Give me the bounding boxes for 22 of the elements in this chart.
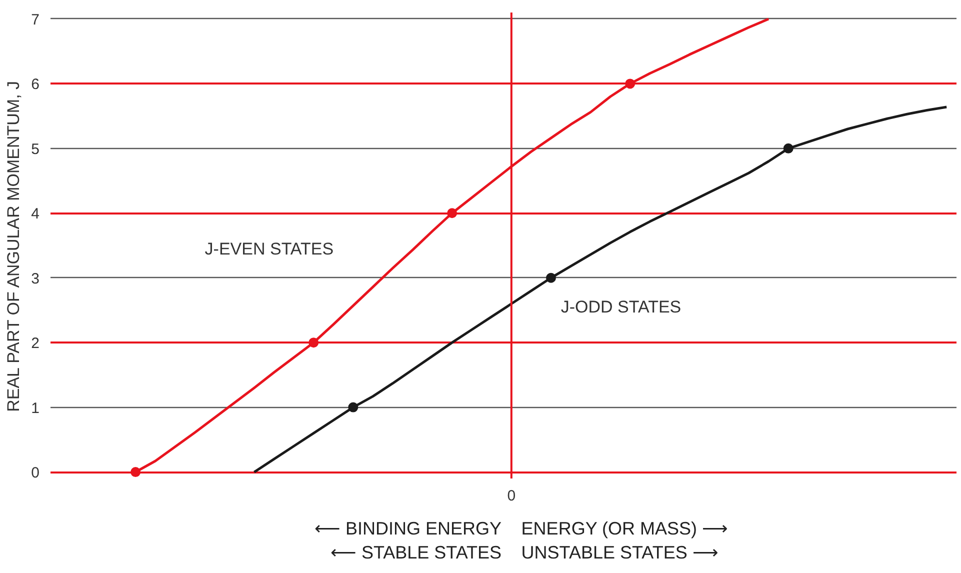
y-tick-label: 0 bbox=[31, 464, 40, 482]
text: UNSTABLE STATES ⟶ bbox=[521, 542, 718, 562]
point bbox=[308, 338, 319, 348]
y-tick-label: 4 bbox=[31, 206, 40, 223]
point bbox=[546, 272, 556, 283]
y-tick-label: 7 bbox=[31, 11, 40, 28]
y-tick-label: 1 bbox=[31, 400, 40, 417]
point bbox=[783, 143, 794, 154]
text: J-EVEN STATES bbox=[204, 239, 334, 258]
y-tick-label: 5 bbox=[31, 140, 40, 158]
y-axis-title: REAL PART OF ANGULAR MOMENTUM, J bbox=[4, 80, 24, 412]
point bbox=[447, 208, 458, 218]
text: ⟵ BINDING ENERGY bbox=[314, 518, 502, 538]
text: ⟵ STABLE STATES bbox=[330, 542, 502, 562]
point bbox=[625, 78, 636, 89]
point bbox=[130, 467, 141, 478]
y-tick-label: 2 bbox=[31, 335, 40, 352]
y-tick-label: 3 bbox=[31, 270, 40, 288]
point bbox=[348, 402, 358, 412]
text: ENERGY (OR MASS) ⟶ bbox=[521, 518, 728, 538]
y-tick-label: 6 bbox=[31, 76, 40, 94]
series-label: J-ODD STATES bbox=[560, 298, 682, 317]
